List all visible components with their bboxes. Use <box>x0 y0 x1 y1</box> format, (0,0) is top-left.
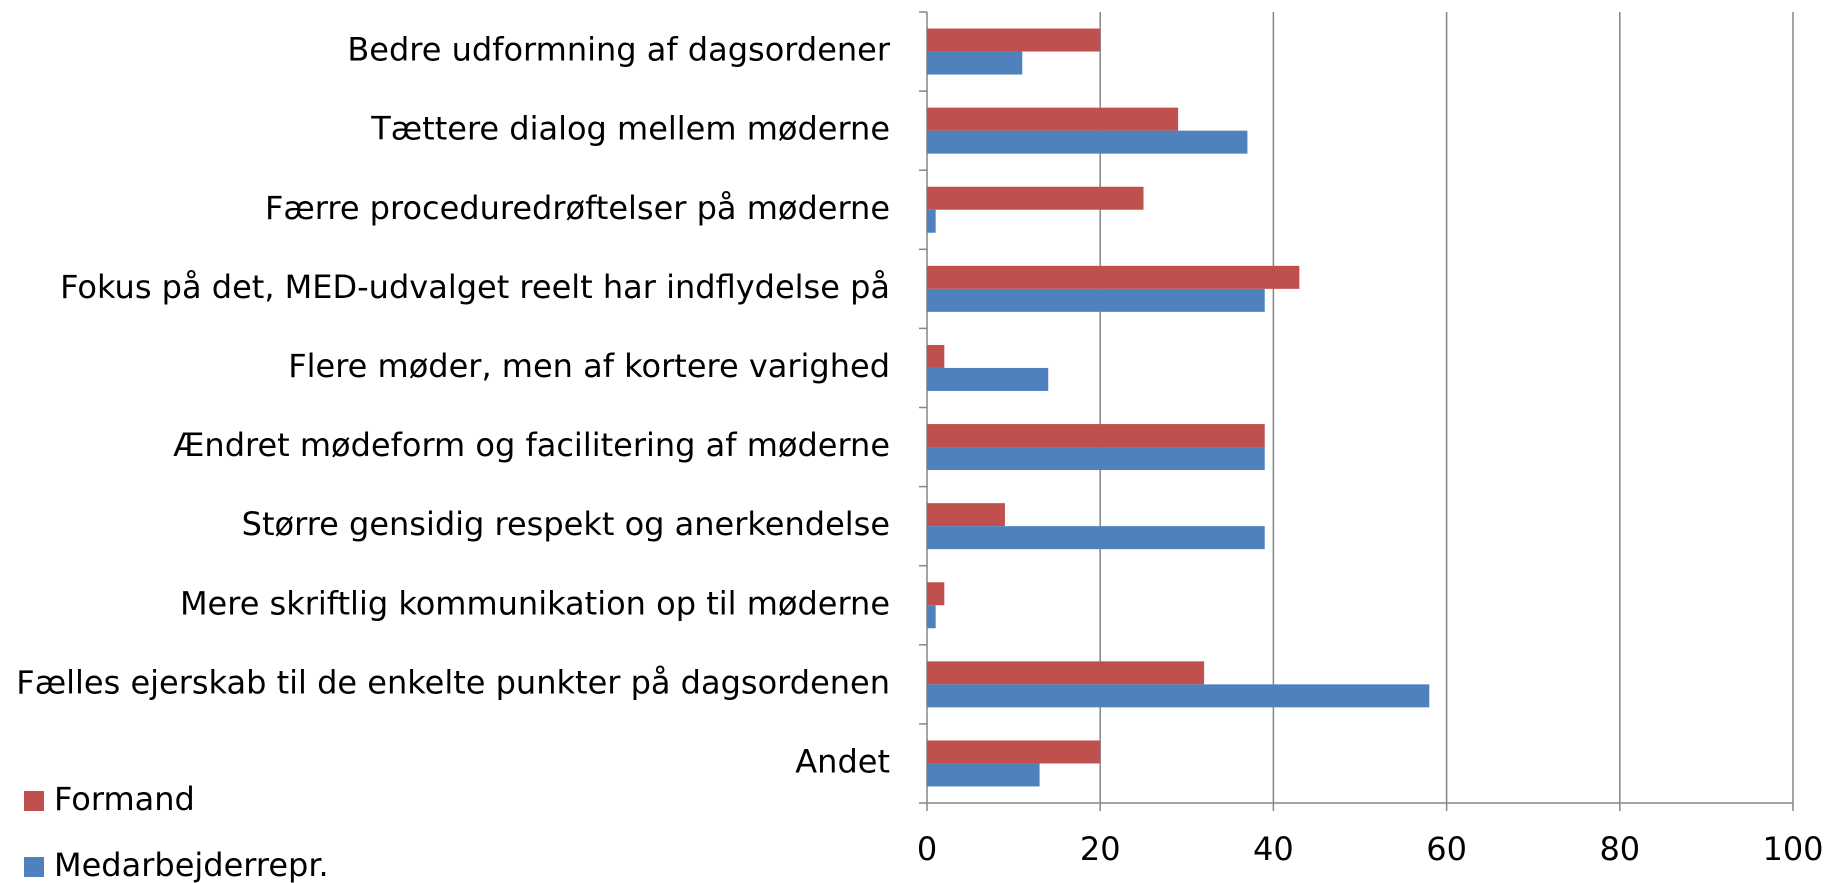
y-tick-label: Fælles ejerskab til de enkelte punkter p… <box>16 663 890 701</box>
bar <box>927 605 936 629</box>
bar <box>927 130 1248 154</box>
bar <box>927 740 1101 764</box>
bar <box>927 367 1049 391</box>
y-tick-label: Andet <box>795 742 890 780</box>
bar <box>927 684 1430 708</box>
bar <box>927 344 945 368</box>
bar <box>927 288 1265 312</box>
bar <box>927 209 936 233</box>
bar <box>927 51 1023 75</box>
x-tick-label: 40 <box>1253 830 1294 868</box>
x-tick-label: 20 <box>1080 830 1121 868</box>
bar <box>927 763 1040 787</box>
x-tick-label: 60 <box>1426 830 1467 868</box>
bar <box>927 661 1205 685</box>
y-tick-label: Tættere dialog mellem møderne <box>370 110 890 148</box>
bar <box>927 526 1265 550</box>
bar <box>927 424 1265 448</box>
legend-label: Medarbejderrepr. <box>54 846 329 883</box>
y-tick-label: Færre proceduredrøftelser på møderne <box>265 189 890 227</box>
y-tick-label: Mere skriftlig kommunikation op til møde… <box>180 584 890 622</box>
y-tick-label: Større gensidig respekt og anerkendelse <box>242 505 890 543</box>
bar <box>927 107 1179 131</box>
bar <box>927 265 1300 289</box>
y-tick-label: Ændret mødeform og facilitering af møder… <box>173 426 890 464</box>
bar <box>927 186 1144 210</box>
legend-swatch <box>24 791 44 811</box>
legend-label: Formand <box>54 780 195 818</box>
y-tick-label: Fokus på det, MED-udvalget reelt har ind… <box>60 268 890 306</box>
x-tick-label: 100 <box>1762 830 1823 868</box>
x-tick-label: 80 <box>1599 830 1640 868</box>
y-tick-label: Flere møder, men af kortere varighed <box>288 347 890 385</box>
bar <box>927 503 1005 527</box>
legend-swatch <box>24 857 44 877</box>
bar <box>927 582 945 606</box>
y-tick-label: Bedre udformning af dagsordener <box>347 31 891 69</box>
bar <box>927 447 1265 471</box>
bar <box>927 28 1101 52</box>
x-tick-label: 0 <box>917 830 937 868</box>
